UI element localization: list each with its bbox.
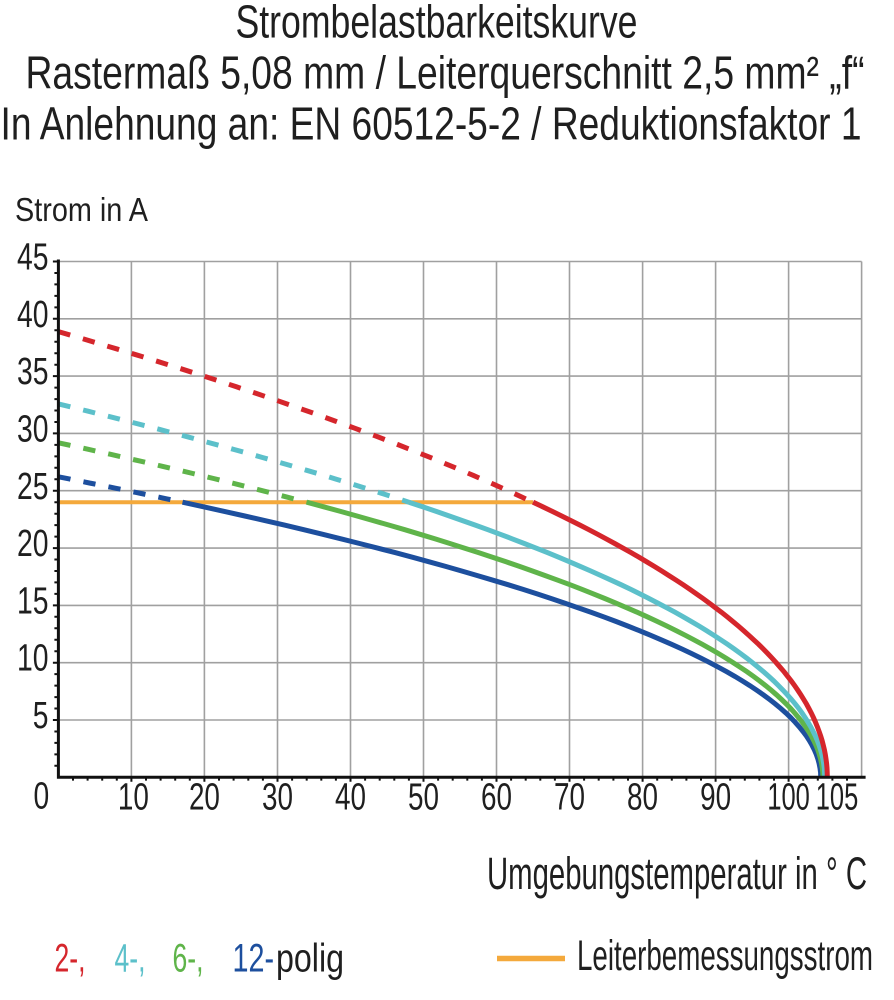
svg-text:In Anlehnung an: EN 60512-5-2: In Anlehnung an: EN 60512-5-2 / Reduktio… bbox=[1, 97, 862, 149]
svg-text:0: 0 bbox=[34, 776, 50, 818]
svg-text:12-: 12- bbox=[233, 937, 275, 981]
svg-text:35: 35 bbox=[17, 351, 49, 393]
svg-text:45: 45 bbox=[17, 237, 49, 279]
svg-text:20: 20 bbox=[17, 523, 49, 565]
svg-text:Strom in A: Strom in A bbox=[15, 191, 148, 228]
svg-text:Leiterbemessungsstrom: Leiterbemessungsstrom bbox=[577, 932, 873, 980]
svg-text:60: 60 bbox=[481, 776, 512, 818]
svg-text:Strombelastbarkeitskurve: Strombelastbarkeitskurve bbox=[236, 0, 638, 48]
svg-text:30: 30 bbox=[262, 776, 293, 818]
svg-text:polig: polig bbox=[276, 937, 344, 981]
svg-text:10: 10 bbox=[118, 776, 149, 818]
svg-text:2-,: 2-, bbox=[55, 937, 86, 981]
svg-text:90: 90 bbox=[700, 776, 731, 818]
svg-text:40: 40 bbox=[17, 294, 49, 336]
svg-text:4-,: 4-, bbox=[115, 937, 146, 981]
svg-text:15: 15 bbox=[17, 580, 49, 622]
svg-text:20: 20 bbox=[189, 776, 220, 818]
svg-text:80: 80 bbox=[627, 776, 658, 818]
svg-text:10: 10 bbox=[17, 638, 49, 680]
svg-text:40: 40 bbox=[335, 776, 366, 818]
svg-text:30: 30 bbox=[17, 408, 49, 450]
svg-text:100: 100 bbox=[767, 776, 810, 818]
svg-text:50: 50 bbox=[408, 776, 439, 818]
svg-text:105: 105 bbox=[816, 776, 859, 818]
svg-text:5: 5 bbox=[33, 695, 49, 737]
svg-text:Rastermaß 5,08 mm / Leiterquer: Rastermaß 5,08 mm / Leiterquerschnitt 2,… bbox=[26, 47, 865, 99]
svg-text:25: 25 bbox=[17, 466, 49, 508]
svg-text:6-,: 6-, bbox=[173, 937, 204, 981]
svg-text:70: 70 bbox=[554, 776, 585, 818]
svg-text:Umgebungstemperatur in ° C: Umgebungstemperatur in ° C bbox=[487, 848, 867, 899]
